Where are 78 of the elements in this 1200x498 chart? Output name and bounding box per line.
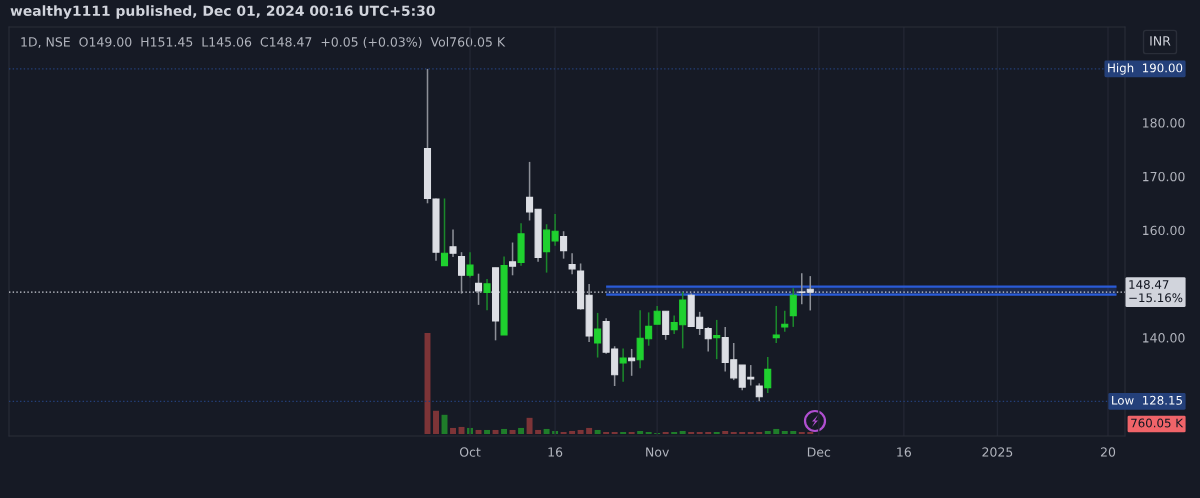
candlestick xyxy=(568,252,576,275)
bar xyxy=(730,431,737,434)
bar xyxy=(509,429,516,434)
candlestick xyxy=(449,228,457,258)
candlestick xyxy=(619,347,627,383)
candlestick xyxy=(764,356,772,394)
y-tick-label: 180.00 xyxy=(1143,118,1185,128)
x-tick-label: Dec xyxy=(807,447,831,457)
bar xyxy=(773,428,780,434)
bar xyxy=(543,428,550,434)
x-tick-label: 20 xyxy=(1100,447,1116,457)
candlestick xyxy=(713,319,721,360)
candlestick xyxy=(560,230,568,260)
bar xyxy=(577,429,584,434)
bar xyxy=(620,431,627,434)
y-tick-label: 170.00 xyxy=(1143,171,1185,182)
text: INR xyxy=(1150,36,1171,46)
bar xyxy=(662,431,669,434)
bar xyxy=(475,429,482,434)
candlestick xyxy=(466,251,474,279)
bar xyxy=(764,430,771,434)
x-tick-label: 16 xyxy=(548,447,563,457)
y-tick-label: 140.00 xyxy=(1143,333,1185,343)
candlestick xyxy=(772,305,780,344)
bar xyxy=(501,428,508,434)
text: 760.05 K xyxy=(1131,418,1184,428)
bar xyxy=(450,427,456,434)
y-tick-label: 160.00 xyxy=(1143,225,1185,236)
bar xyxy=(790,430,797,434)
bar xyxy=(526,417,533,434)
candlestick xyxy=(483,278,491,312)
bar xyxy=(560,431,567,434)
bar xyxy=(807,431,814,434)
bar xyxy=(586,427,593,434)
bar xyxy=(492,429,499,434)
bar xyxy=(535,429,542,434)
bar xyxy=(433,410,439,434)
bar xyxy=(611,431,618,434)
candlestick xyxy=(594,312,602,359)
bar xyxy=(671,431,678,434)
bar xyxy=(645,431,652,434)
text: wealthy1111 published, Dec 01, 2024 00:16 UTC+5:30 xyxy=(10,5,435,19)
bar xyxy=(747,431,754,434)
x-tick-label: 2025 xyxy=(982,447,1013,457)
bar xyxy=(722,430,729,434)
bar xyxy=(781,430,788,434)
candlestick xyxy=(628,348,636,377)
candlestick xyxy=(704,326,712,353)
candlestick xyxy=(755,382,763,403)
text: 1D, NSE O149.00 H151.45 L145.06 C148.47 +0.05 (+0.03%) Vol760.05 K xyxy=(21,36,506,49)
bar xyxy=(756,431,763,434)
candlestick xyxy=(781,310,789,333)
x-tick-label: Oct xyxy=(459,447,481,457)
bar xyxy=(458,426,465,434)
candlestick xyxy=(509,241,517,277)
bar xyxy=(569,430,576,434)
bar xyxy=(679,430,686,434)
bar xyxy=(713,431,720,434)
bar xyxy=(628,431,635,434)
ref-line-label: 148.47 −15.16% xyxy=(1129,280,1183,303)
bar xyxy=(739,431,746,434)
candlestick xyxy=(653,305,661,325)
candlestick xyxy=(662,310,670,341)
x-tick-label: Nov xyxy=(646,447,669,457)
ref-line-label: High 190.00 xyxy=(1108,63,1183,75)
bar xyxy=(705,431,712,434)
bar xyxy=(518,427,525,434)
bar xyxy=(484,429,491,434)
bar xyxy=(594,429,601,434)
bar xyxy=(696,431,703,434)
ref-line-label: Low 128.15 xyxy=(1112,395,1182,405)
bar xyxy=(637,430,644,434)
candlestick xyxy=(440,197,449,267)
bar xyxy=(603,431,610,434)
candlestick xyxy=(789,287,797,328)
bar xyxy=(688,431,695,434)
x-tick-label: 16 xyxy=(897,447,912,457)
bar xyxy=(798,431,805,434)
